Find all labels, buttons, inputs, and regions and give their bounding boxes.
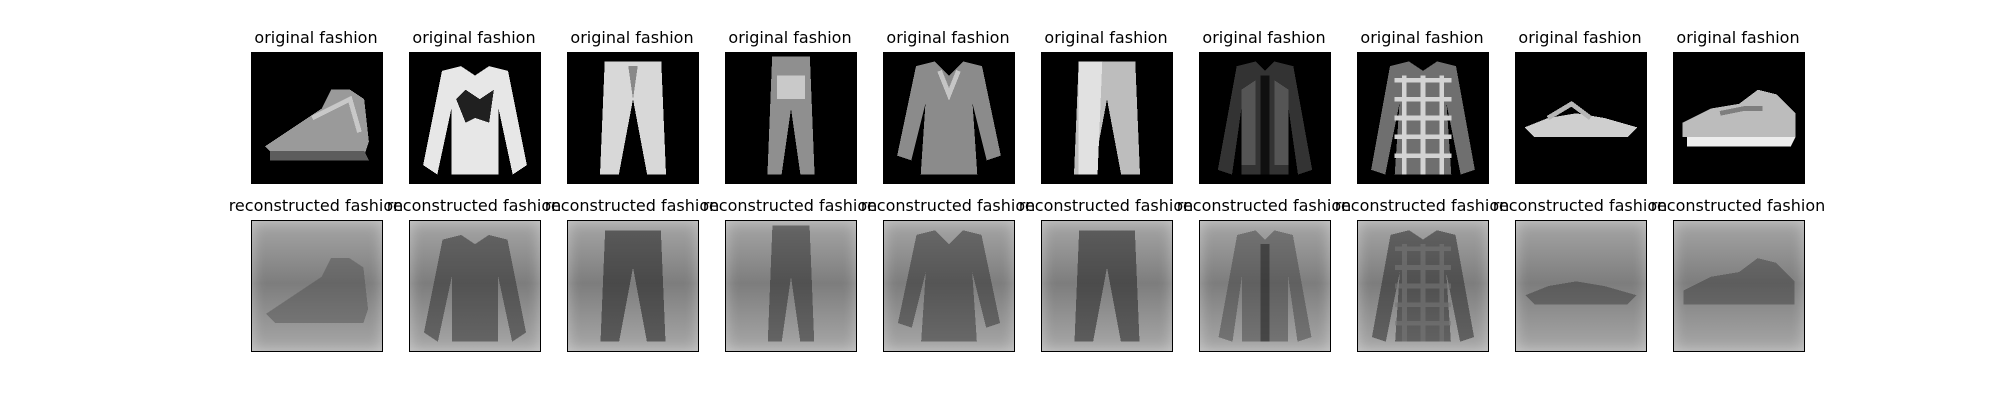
- original-image-shirt: [883, 52, 1015, 184]
- original-title: original fashion: [1518, 28, 1642, 47]
- reconstructed-sneaker-image: [1683, 258, 1795, 305]
- trouser-image-3: [1041, 52, 1173, 184]
- reconstructed-sample-4: reconstructed fashion: [695, 188, 885, 358]
- original-title: original fashion: [1360, 28, 1484, 47]
- reconstructed-title: reconstructed fashion: [860, 196, 1036, 215]
- reconstructed-image-plaid-shirt: [1357, 220, 1489, 352]
- reconstructed-sample-9: reconstructed fashion: [1485, 188, 1675, 358]
- reconstructed-title: reconstructed fashion: [1492, 196, 1668, 215]
- original-image-plaid-shirt: [1357, 52, 1489, 184]
- reconstructed-title: reconstructed fashion: [702, 196, 878, 215]
- original-title: original fashion: [1202, 28, 1326, 47]
- original-image-trouser: [567, 52, 699, 184]
- trouser-image-2: [725, 52, 857, 184]
- reconstructed-sample-10: reconstructed fashion: [1643, 188, 1833, 358]
- reconstructed-image-sandal: [1515, 220, 1647, 352]
- reconstructed-image-ankle-boot: [251, 220, 383, 352]
- reconstructed-image-coat: [1199, 220, 1331, 352]
- original-title: original fashion: [570, 28, 694, 47]
- reconstructed-title: reconstructed fashion: [1176, 196, 1352, 215]
- reconstructed-title: reconstructed fashion: [228, 196, 404, 215]
- plaid-shirt-image: [1357, 52, 1489, 184]
- original-image-sneaker: [1673, 52, 1805, 184]
- reconstructed-title: reconstructed fashion: [386, 196, 562, 215]
- reconstructed-images-row: reconstructed fashion reconstructed fash…: [0, 188, 2000, 378]
- reconstructed-pullover-image: [423, 234, 527, 342]
- reconstructed-image-trouser: [567, 220, 699, 352]
- original-title: original fashion: [1044, 28, 1168, 47]
- reconstructed-plaid-shirt-image: [1371, 230, 1475, 342]
- original-sample-2: original fashion: [379, 20, 569, 190]
- reconstructed-title: reconstructed fashion: [544, 196, 720, 215]
- shirt-image: [883, 52, 1015, 184]
- reconstructed-trouser-image-2: [767, 225, 815, 342]
- reconstructed-sample-1: reconstructed fashion: [221, 188, 411, 358]
- original-images-row: original fashion original fashion: [0, 20, 2000, 210]
- coat-image: [1199, 52, 1331, 184]
- original-sample-4: original fashion: [695, 20, 885, 190]
- reconstructed-title: reconstructed fashion: [1018, 196, 1194, 215]
- original-image-trouser-3: [1041, 52, 1173, 184]
- original-title: original fashion: [886, 28, 1010, 47]
- ankle-boot-image: [251, 52, 383, 184]
- original-image-trouser-2: [725, 52, 857, 184]
- reconstructed-image-pullover: [409, 220, 541, 352]
- original-image-coat: [1199, 52, 1331, 184]
- reconstructed-image-trouser-2: [725, 220, 857, 352]
- sneaker-image: [1673, 52, 1805, 184]
- original-title: original fashion: [728, 28, 852, 47]
- original-title: original fashion: [1676, 28, 1800, 47]
- original-image-ankle-boot: [251, 52, 383, 184]
- original-sample-10: original fashion: [1643, 20, 1833, 190]
- original-sample-1: original fashion: [221, 20, 411, 190]
- original-sample-7: original fashion: [1169, 20, 1359, 190]
- reconstructed-sandal-image: [1525, 281, 1637, 305]
- original-sample-6: original fashion: [1011, 20, 1201, 190]
- reconstructed-sample-5: reconstructed fashion: [853, 188, 1043, 358]
- reconstructed-sample-3: reconstructed fashion: [537, 188, 727, 358]
- reconstructed-ankle-boot-image: [265, 258, 369, 324]
- original-sample-5: original fashion: [853, 20, 1043, 190]
- reconstructed-sample-2: reconstructed fashion: [379, 188, 569, 358]
- original-title: original fashion: [412, 28, 536, 47]
- sandal-image: [1515, 52, 1647, 184]
- original-sample-8: original fashion: [1327, 20, 1517, 190]
- reconstructed-coat-image: [1218, 230, 1312, 342]
- reconstructed-trouser-image: [600, 230, 666, 342]
- original-image-sandal: [1515, 52, 1647, 184]
- original-title: original fashion: [254, 28, 378, 47]
- reconstructed-sample-6: reconstructed fashion: [1011, 188, 1201, 358]
- reconstructed-image-sneaker: [1673, 220, 1805, 352]
- reconstructed-image-trouser-3: [1041, 220, 1173, 352]
- pullover-image: [409, 52, 541, 184]
- trouser-image: [567, 52, 699, 184]
- reconstructed-sample-7: reconstructed fashion: [1169, 188, 1359, 358]
- reconstructed-image-shirt: [883, 220, 1015, 352]
- reconstructed-sample-8: reconstructed fashion: [1327, 188, 1517, 358]
- reconstructed-title: reconstructed fashion: [1650, 196, 1826, 215]
- original-sample-3: original fashion: [537, 20, 727, 190]
- original-image-pullover: [409, 52, 541, 184]
- reconstructed-title: reconstructed fashion: [1334, 196, 1510, 215]
- reconstructed-shirt-image: [897, 230, 1001, 342]
- reconstructed-trouser-image-3: [1074, 230, 1140, 342]
- original-sample-9: original fashion: [1485, 20, 1675, 190]
